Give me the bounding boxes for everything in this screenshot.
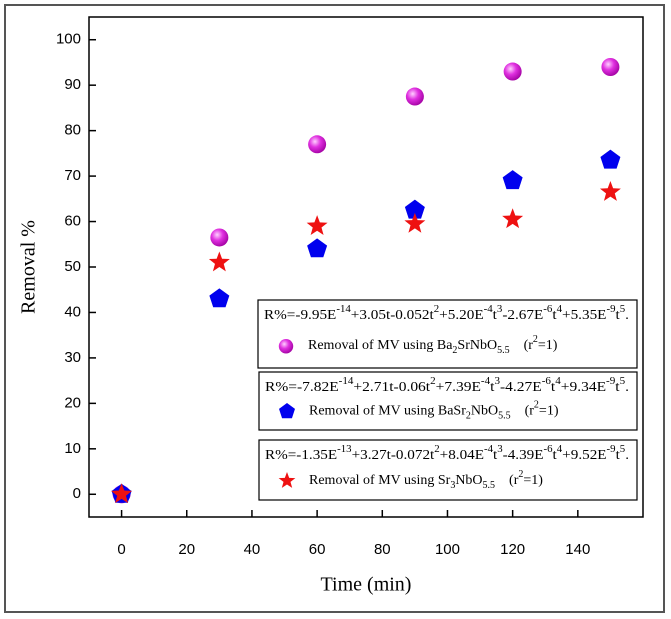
r-squared: (r2​=1)	[524, 335, 558, 354]
star-marker	[111, 483, 133, 504]
legend-marker	[278, 472, 296, 488]
x-tick-label: 40	[244, 541, 261, 558]
sphere-marker	[308, 135, 327, 154]
legend-label: Removal of MV using Sr3​NbO5.5​	[309, 473, 495, 491]
x-tick-label: 60	[309, 541, 326, 558]
y-tick-label: 10	[64, 440, 81, 457]
y-tick-label: 90	[64, 76, 81, 93]
star-marker	[599, 181, 621, 201]
y-tick-label: 100	[56, 31, 81, 48]
y-tick-label: 0	[73, 485, 81, 502]
y-tick-label: 60	[64, 213, 81, 230]
legend-box	[258, 439, 638, 501]
star-marker	[502, 208, 524, 229]
sphere-marker	[503, 62, 522, 81]
y-tick-label: 80	[64, 122, 81, 139]
x-tick-label: 140	[565, 541, 590, 558]
x-tick-label: 120	[500, 541, 525, 558]
page-border	[4, 4, 665, 613]
pentagon-marker	[404, 199, 425, 219]
pentagon-marker	[209, 288, 230, 308]
legend-label: Removal of MV using BaSr2​NbO5.5​	[309, 404, 511, 422]
equation: R%=-1.35E-13​+3.27t-0.072t2​+8.04E-4​t3​…	[265, 444, 629, 463]
legend-box	[257, 299, 638, 369]
legend-box	[258, 371, 638, 431]
legend-marker	[278, 339, 294, 354]
y-tick-label: 30	[64, 349, 81, 366]
sphere-marker	[210, 228, 229, 247]
pentagon-marker	[307, 238, 328, 258]
x-axis-label: Time (min)	[321, 574, 412, 596]
x-tick-label: 100	[435, 541, 460, 558]
sphere-marker	[601, 58, 620, 76]
r-squared: (r2​=1)	[525, 400, 559, 419]
y-tick-label: 20	[64, 394, 81, 411]
star-marker	[306, 215, 328, 235]
star-marker	[404, 212, 426, 233]
equation: R%=-9.95E-14​+3.05t-0.052t2​+5.20E-4​t3​…	[264, 304, 629, 323]
equation: R%=-7.82E-14​+2.71t-0.06t2​+7.39E-4​t3​-…	[265, 376, 629, 395]
y-tick-label: 50	[64, 258, 81, 275]
y-tick-label: 40	[64, 303, 81, 320]
x-tick-label: 0	[117, 541, 125, 558]
pentagon-marker	[600, 149, 621, 169]
sphere-marker	[405, 87, 424, 106]
x-tick-label: 80	[374, 541, 391, 558]
star-marker	[208, 251, 230, 272]
pentagon-marker	[502, 170, 523, 190]
legend-marker	[279, 403, 295, 419]
r-squared: (r2​=1)	[509, 469, 543, 488]
x-tick-label: 20	[178, 541, 195, 558]
y-axis-label: Removal %	[18, 220, 40, 314]
y-tick-label: 70	[64, 167, 81, 184]
legend-label: Removal of MV using Ba2​SrNbO5.5​	[308, 338, 510, 356]
